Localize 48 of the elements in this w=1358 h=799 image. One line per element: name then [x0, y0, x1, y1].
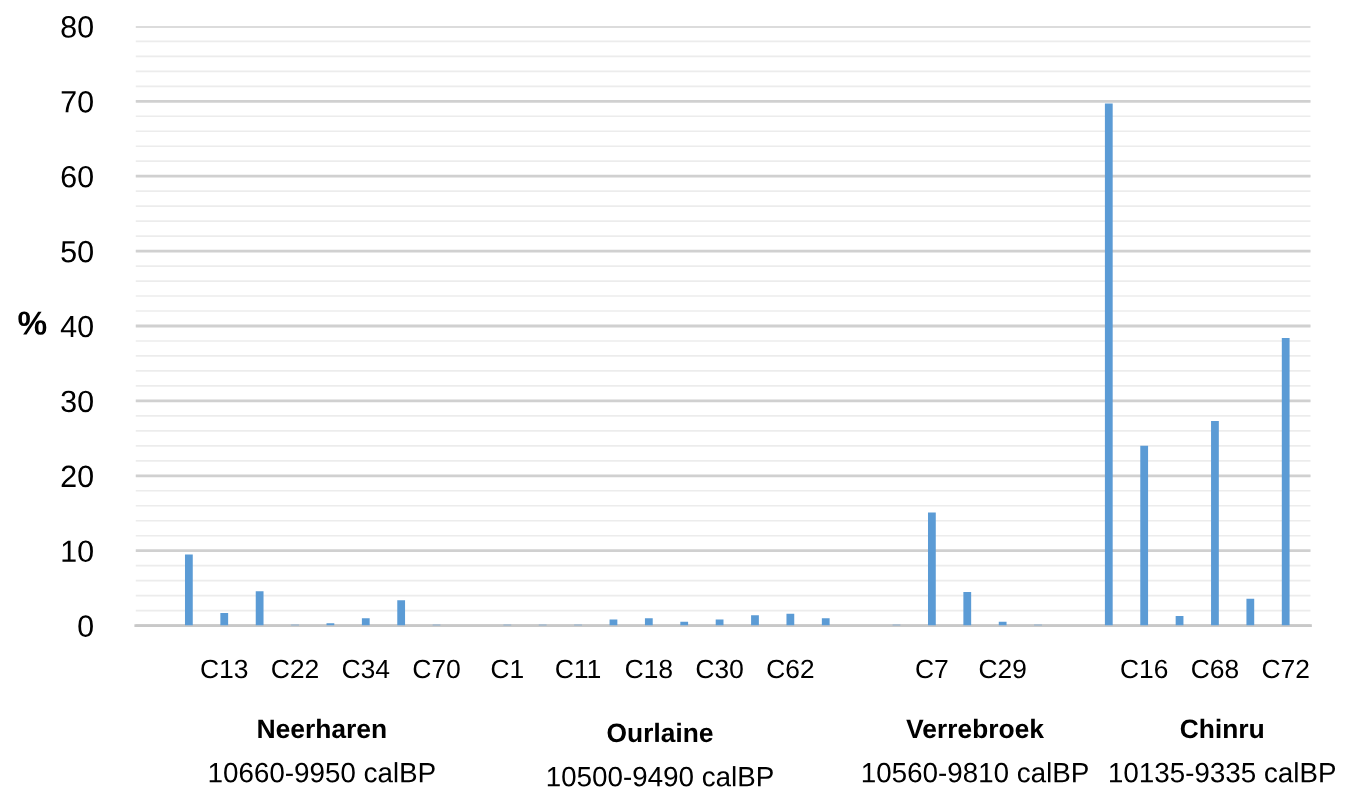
bar — [1211, 421, 1219, 626]
x-tick-label: C7 — [916, 659, 948, 679]
text: Neerharen — [258, 718, 386, 739]
text: 10135-9335 calBP — [1110, 762, 1336, 783]
x-tick-label: C30 — [696, 659, 743, 679]
bar — [927, 512, 936, 626]
y-tick-label: 10 — [62, 540, 93, 563]
text: 10560-9810 calBP — [862, 762, 1088, 783]
bar — [184, 554, 193, 626]
x-tick-label: C16 — [1121, 659, 1168, 679]
bar — [1104, 103, 1113, 626]
x-tick-label: C1 — [491, 659, 523, 679]
x-tick-label: C13 — [201, 659, 248, 679]
x-tick-label: C22 — [272, 659, 318, 679]
y-tick-label: 30 — [61, 390, 93, 413]
y-tick-label: 20 — [61, 465, 93, 488]
text: Chinru — [1180, 718, 1263, 739]
bar — [751, 615, 759, 626]
text: Verrebroek — [906, 718, 1045, 739]
y-tick-label: 50 — [61, 240, 93, 263]
text: Ourlaine — [607, 722, 713, 743]
x-tick-label: C11 — [556, 659, 601, 679]
bar — [220, 612, 229, 626]
bar — [255, 591, 264, 626]
bar — [644, 618, 653, 626]
text: 10660-9950 calBP — [209, 762, 435, 783]
bar — [1246, 598, 1255, 626]
bar — [1281, 337, 1290, 626]
x-tick-label: C72 — [1262, 659, 1309, 679]
bar — [963, 591, 972, 626]
x-tick-label: C34 — [342, 659, 390, 679]
x-tick-label: C29 — [979, 659, 1026, 679]
y-tick-label: 80 — [61, 16, 93, 38]
x-tick-label: C70 — [413, 659, 460, 679]
bar — [1140, 445, 1149, 626]
x-tick-label: C18 — [625, 659, 672, 679]
y-tick-label: 70 — [61, 91, 93, 113]
bar — [786, 613, 795, 626]
y-tick-label: 60 — [61, 165, 93, 188]
bar — [821, 618, 830, 626]
text: 10500-9490 calBP — [547, 766, 773, 787]
y-tick-label: 40 — [60, 315, 93, 338]
x-tick-label: C68 — [1192, 659, 1238, 679]
y-tick-label: 0 — [78, 615, 93, 637]
x-tick-label: C62 — [767, 659, 814, 679]
bar — [361, 618, 370, 626]
bar — [397, 600, 406, 626]
y-axis-title: % — [18, 311, 47, 335]
